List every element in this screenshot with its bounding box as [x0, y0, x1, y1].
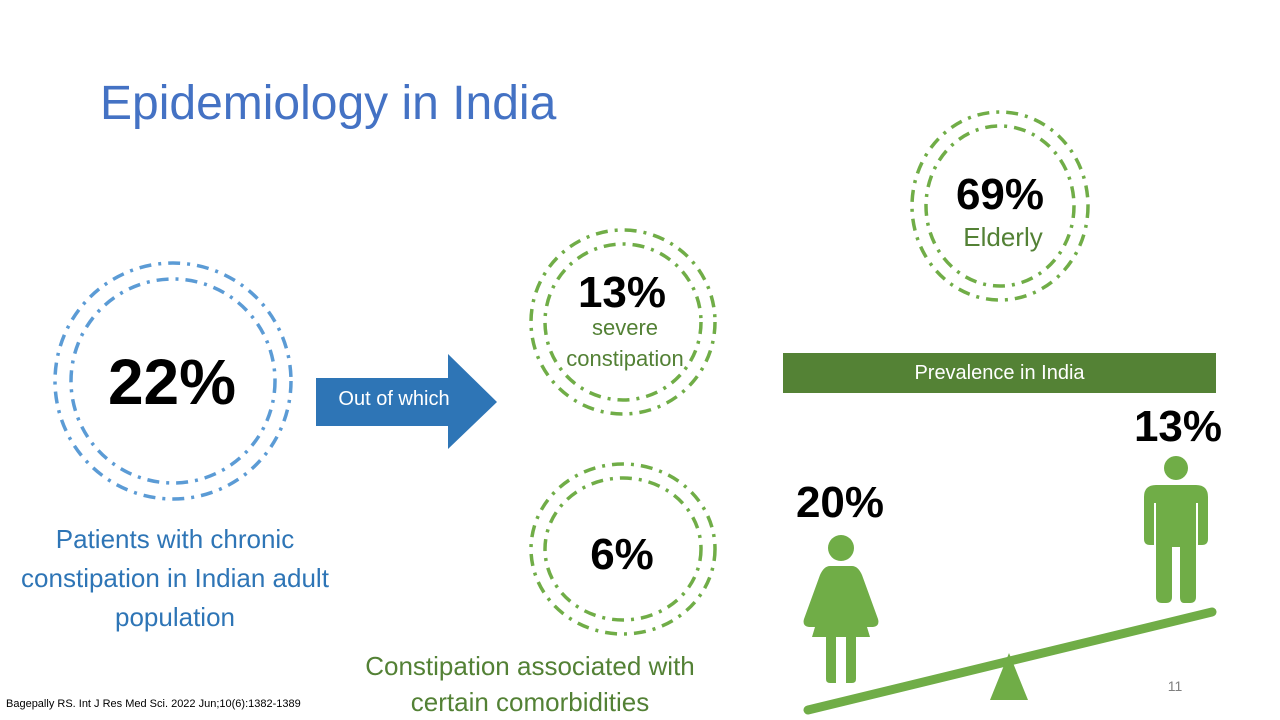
ring-22-icon — [53, 261, 293, 501]
right-arrow-icon — [316, 354, 497, 449]
female-percent: 20% — [795, 478, 885, 527]
overall-percent: 22% — [107, 346, 237, 418]
seesaw-icon — [803, 607, 1217, 715]
male-percent: 13% — [1133, 402, 1223, 451]
severe-percent: 13% — [577, 268, 667, 317]
ring-13-severe-icon — [529, 228, 717, 416]
prevalence-banner: Prevalence in India — [783, 353, 1216, 393]
comorbidity-label: Constipation associated with certain com… — [365, 651, 695, 717]
male-icon — [1144, 456, 1208, 603]
citation: Bagepally RS. Int J Res Med Sci. 2022 Ju… — [6, 698, 301, 710]
severe-label: severe constipation — [532, 312, 718, 374]
elderly-percent: 69% — [955, 170, 1045, 219]
page-title: Epidemiology in India — [100, 77, 557, 130]
ring-69-icon — [910, 110, 1090, 302]
comorbidity-percent: 6% — [590, 530, 654, 579]
severe-label-line2: constipation — [566, 346, 684, 371]
severe-label-line1: severe — [591, 315, 659, 340]
elderly-label: Elderly — [963, 222, 1043, 252]
ring-6-icon — [529, 462, 717, 636]
page-number: 11 — [1167, 678, 1183, 694]
female-icon — [803, 535, 879, 683]
arrow-label: Out of which — [338, 388, 450, 410]
overall-description: Patients with chronic constipation in In… — [21, 524, 329, 632]
